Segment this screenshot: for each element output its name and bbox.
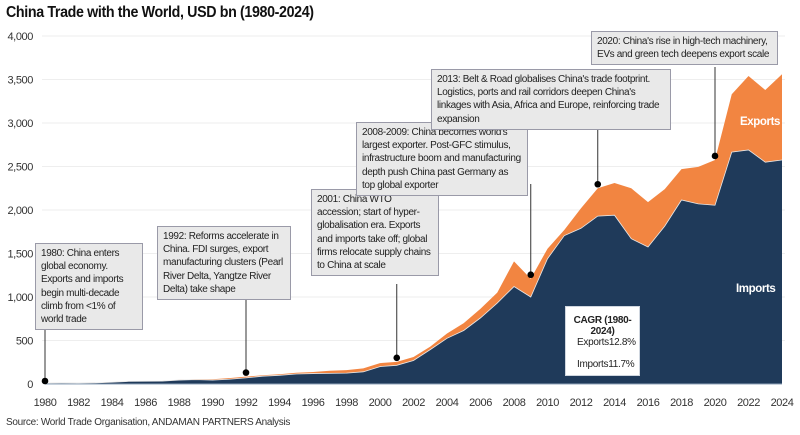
annotation-dot	[594, 180, 602, 188]
chart-title: China Trade with the World, USD bn (1980…	[6, 4, 314, 21]
x-tick-label: 1992	[235, 397, 258, 409]
y-tick-label: 500	[16, 336, 33, 348]
x-tick-label: 2000	[369, 397, 392, 409]
annotation-2020: 2020: China's rise in high-tech machiner…	[591, 31, 778, 66]
y-tick-label: 2,000	[7, 205, 33, 217]
cagr-title: CAGR (1980-2024)	[573, 315, 632, 337]
cagr-label: Imports	[577, 359, 609, 370]
y-tick-label: 1,500	[7, 249, 33, 261]
x-tick-label: 1982	[67, 397, 90, 409]
cagr-value: 12.8%	[608, 337, 636, 348]
series-label-imports: Imports	[736, 283, 775, 295]
x-tick-label: 1994	[268, 397, 291, 409]
source-note: Source: World Trade Organisation, ANDAMA…	[6, 417, 291, 428]
cagr-value: 11.7%	[608, 359, 635, 370]
annotation-2008-2009: 2008-2009: China becomes world's largest…	[356, 122, 528, 197]
annotation-1980: 1980: China enters global economy. Expor…	[35, 243, 143, 331]
cagr-row-exports: Exports 12.8%	[577, 337, 636, 348]
x-tick-label: 1986	[134, 397, 157, 409]
x-tick-label: 1988	[168, 397, 191, 409]
x-axis-ticks: 1980 1982 1984 1986 1988 1990 1992 1994 1996 1998…	[34, 397, 795, 409]
annotation-dot	[527, 271, 535, 279]
x-tick-label: 2008	[503, 397, 526, 409]
x-tick-label: 2012	[570, 397, 593, 409]
x-tick-label: 2004	[436, 397, 459, 409]
x-tick-label: 1996	[302, 397, 325, 409]
x-tick-label: 1998	[335, 397, 358, 409]
y-tick-label: 0	[27, 379, 33, 391]
x-tick-label: 2002	[402, 397, 425, 409]
x-tick-label: 2006	[469, 397, 492, 409]
x-tick-label: 2010	[536, 397, 559, 409]
x-tick-label: 1984	[101, 397, 124, 409]
x-tick-label: 2014	[603, 397, 626, 409]
x-tick-label: 1980	[34, 397, 57, 409]
area-exports	[45, 74, 782, 384]
y-axis-ticks: 0 500 1,000 1,500 2,000 2,500 3,000 3,500 4,000	[7, 31, 33, 391]
annotation-dot	[41, 377, 49, 385]
annotation-2001: 2001: China WTO accession; start of hype…	[311, 189, 439, 277]
annotation-dot	[393, 354, 401, 362]
x-tick-label: 2016	[637, 397, 660, 409]
annotation-dot	[242, 369, 250, 376]
series-label-exports: Exports	[740, 116, 780, 128]
y-tick-label: 3,000	[7, 118, 33, 130]
y-tick-label: 2,500	[7, 162, 33, 174]
x-tick-label: 2020	[704, 397, 727, 409]
cagr-table: CAGR (1980-2024) Exports 12.8% Imports 1…	[565, 306, 640, 376]
x-tick-label: 1990	[201, 397, 224, 409]
x-tick-label: 2018	[670, 397, 693, 409]
imports-edge	[44, 149, 783, 384]
annotation-2013: 2013: Belt & Road globalises China's tra…	[431, 69, 671, 130]
y-tick-label: 3,500	[7, 75, 33, 87]
annotation-leaders	[41, 67, 719, 385]
cagr-label: Exports	[577, 337, 609, 348]
annotation-dot	[711, 152, 719, 160]
annotation-1992: 1992: Reforms accelerate in China. FDI s…	[157, 226, 291, 301]
y-tick-label: 1,000	[7, 292, 33, 304]
cagr-row-imports: Imports 11.7%	[577, 359, 635, 370]
x-tick-label: 2024	[771, 397, 794, 409]
x-tick-label: 2022	[737, 397, 760, 409]
y-tick-label: 4,000	[7, 31, 33, 43]
